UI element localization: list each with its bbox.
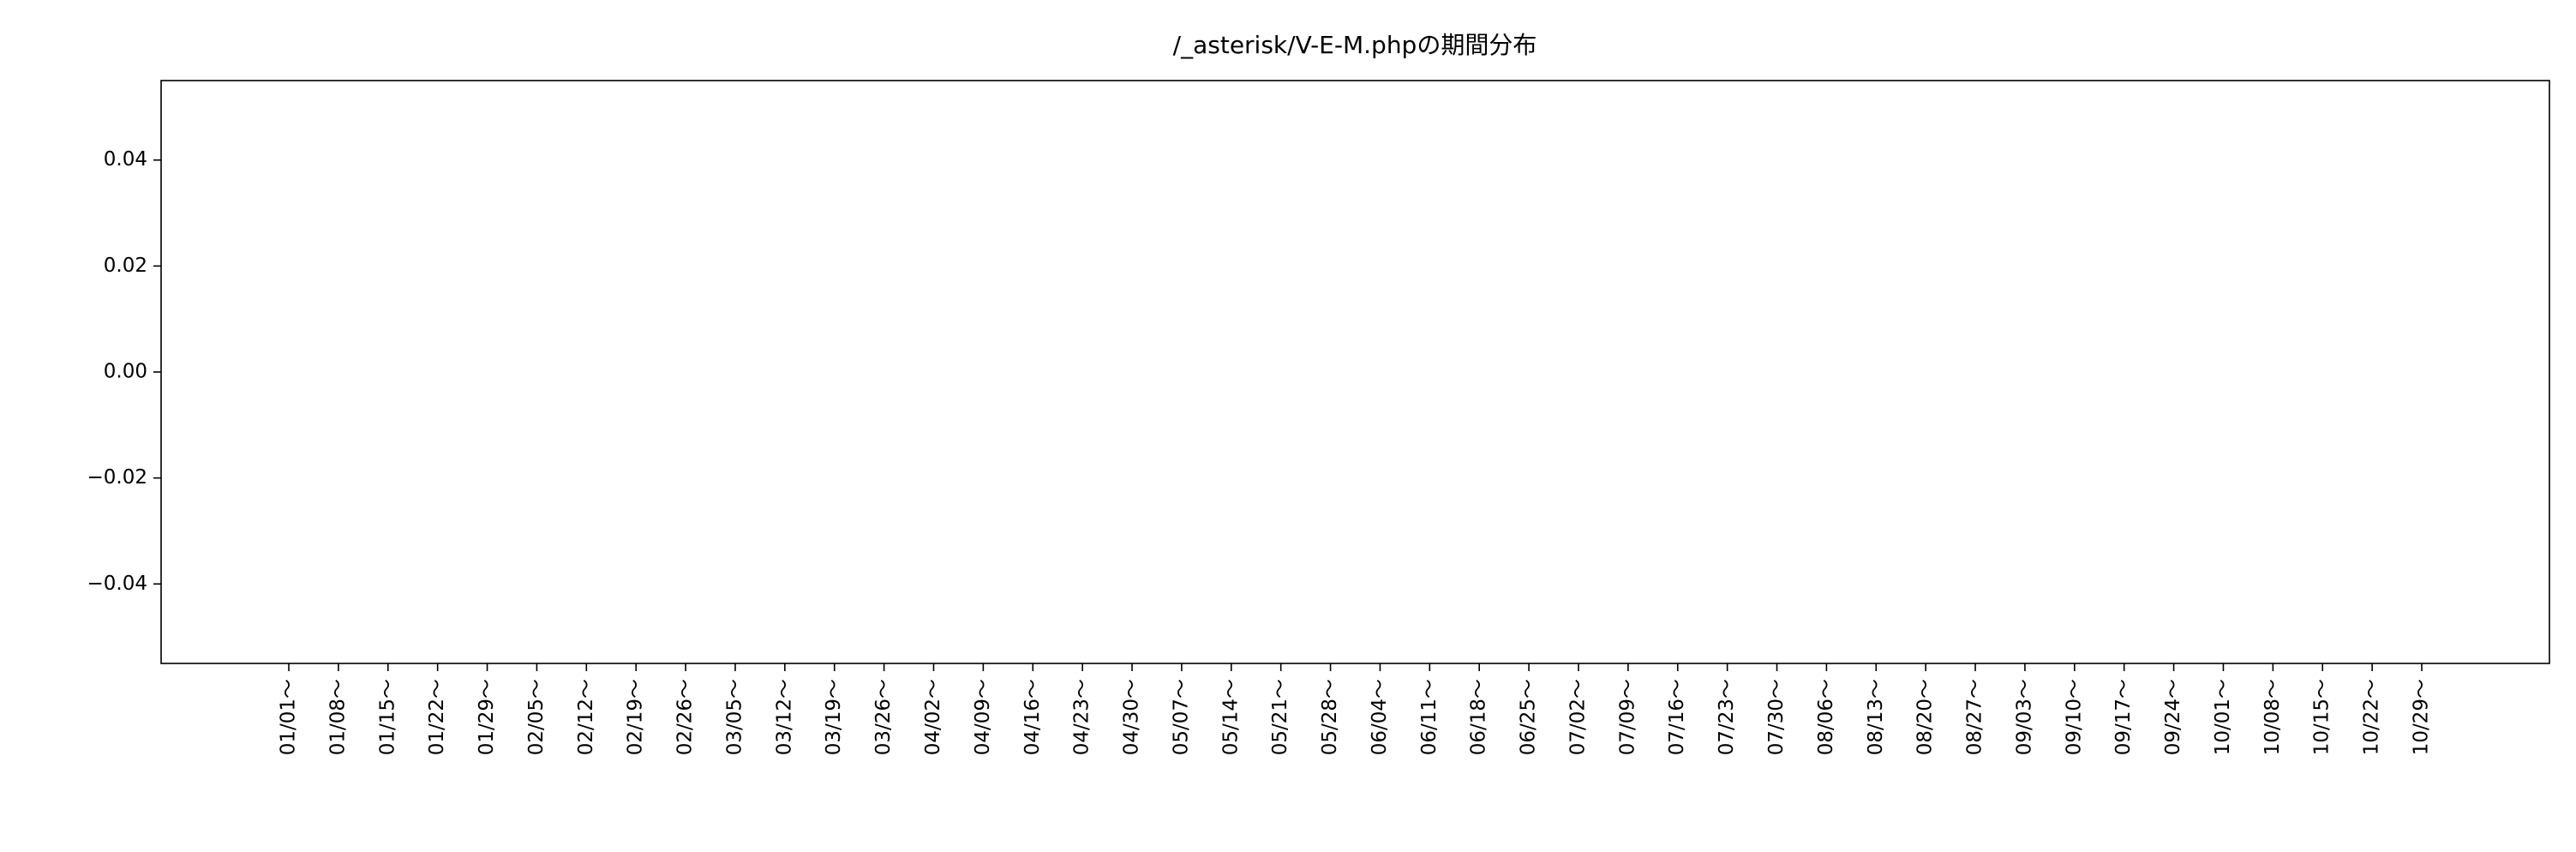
x-tick-label: 03/19～ [823, 679, 845, 755]
x-tick-label: 01/15～ [376, 679, 398, 755]
x-tick-label: 04/02～ [922, 679, 944, 755]
x-tick-label: 07/09～ [1616, 679, 1638, 755]
x-tick-label: 07/23～ [1716, 679, 1738, 755]
y-tick-label: −0.04 [87, 573, 147, 595]
x-tick-label: 03/05～ [723, 679, 746, 755]
x-tick-label: 01/01～ [278, 679, 300, 755]
x-tick-label: 02/19～ [625, 679, 647, 755]
x-tick-label: 07/16～ [1666, 679, 1688, 755]
x-tick-label: 06/11～ [1418, 679, 1441, 755]
y-tick-label: −0.02 [87, 466, 147, 489]
x-tick-label: 06/18～ [1468, 679, 1490, 755]
x-tick-label: 05/28～ [1319, 679, 1341, 755]
x-tick-label: 09/17～ [2112, 679, 2135, 755]
x-tick-label: 05/07～ [1170, 679, 1192, 755]
y-tick-label: 0.00 [104, 361, 147, 383]
x-tick-label: 02/12～ [575, 679, 597, 755]
x-tick-label: 06/25～ [1518, 679, 1540, 755]
x-tick-label: 10/01～ [2212, 679, 2234, 755]
x-tick-label: 04/23～ [1071, 679, 1093, 755]
x-tick-label: 04/16～ [1021, 679, 1044, 755]
x-tick-label: 07/30～ [1765, 679, 1788, 755]
x-tick-label: 01/22～ [426, 679, 448, 755]
x-tick-label: 08/13～ [1865, 679, 1887, 755]
x-tick-label: 07/02～ [1567, 679, 1589, 755]
x-tick-label: 10/22～ [2361, 679, 2383, 755]
x-tick-label: 03/12～ [773, 679, 795, 755]
y-tick-label: 0.04 [104, 148, 147, 171]
chart-title: /_asterisk/V-E-M.phpの期間分布 [1173, 31, 1537, 59]
x-tick-label: 06/04～ [1369, 679, 1391, 755]
x-tick-label: 04/30～ [1121, 679, 1143, 755]
x-tick-label: 01/08～ [326, 679, 349, 755]
x-tick-label: 08/27～ [1964, 679, 1986, 755]
x-tick-label: 09/03～ [2013, 679, 2035, 755]
x-tick-label: 02/05～ [525, 679, 548, 755]
x-tick-label: 08/20～ [1914, 679, 1937, 755]
x-tick-label: 04/09～ [972, 679, 994, 755]
x-tick-label: 05/14～ [1219, 679, 1242, 755]
x-tick-label: 09/24～ [2162, 679, 2184, 755]
x-tick-label: 03/26～ [872, 679, 895, 755]
x-tick-label: 10/15～ [2311, 679, 2333, 755]
y-tick-label: 0.02 [104, 255, 147, 277]
x-tick-label: 05/21～ [1269, 679, 1291, 755]
x-tick-label: 02/26～ [674, 679, 697, 755]
x-tick-label: 08/06～ [1815, 679, 1837, 755]
x-tick-label: 09/10～ [2063, 679, 2085, 755]
x-tick-label: 10/29～ [2411, 679, 2433, 755]
x-tick-label: 10/08～ [2261, 679, 2284, 755]
x-tick-label: 01/29～ [476, 679, 498, 755]
